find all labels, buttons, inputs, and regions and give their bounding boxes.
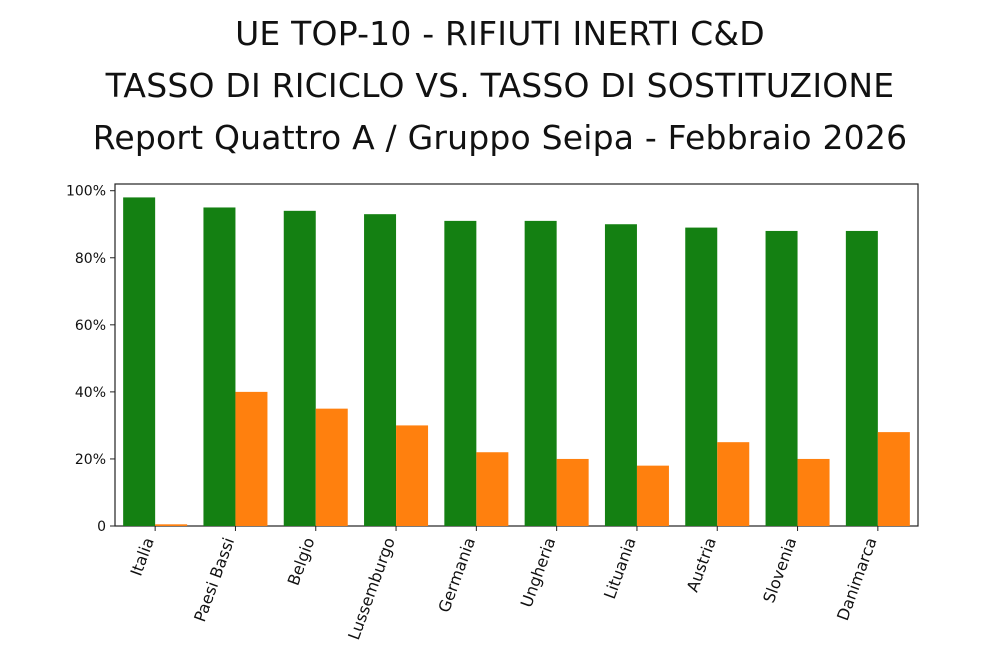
bar-series-1 xyxy=(283,210,316,526)
x-tick-label: Danimarca xyxy=(833,535,881,623)
y-tick-label: 80% xyxy=(75,251,106,267)
bar-series-1 xyxy=(123,197,156,527)
bar-series-2 xyxy=(797,458,830,526)
x-tick-label: Slovenia xyxy=(759,535,800,605)
bar-series-2 xyxy=(636,465,669,526)
x-tick-label: Lussemburgo xyxy=(344,535,399,642)
x-tick-label: Austria xyxy=(683,535,720,595)
title-line-1: UE TOP-10 - RIFIUTI INERTI C&D xyxy=(235,14,765,53)
y-tick-label: 60% xyxy=(75,318,106,334)
bar-series-2 xyxy=(877,432,910,526)
bar-series-2 xyxy=(235,391,268,526)
title-line-2: TASSO DI RICICLO VS. TASSO DI SOSTITUZIO… xyxy=(105,66,895,105)
x-tick-label: Italia xyxy=(127,535,158,579)
bar-series-2 xyxy=(155,524,188,526)
y-tick-label: 100% xyxy=(66,184,106,200)
bar-series-1 xyxy=(765,230,798,527)
x-tick-label: Ungheria xyxy=(517,535,560,610)
title-line-3: Report Quattro A / Gruppo Seipa - Febbra… xyxy=(92,118,908,157)
bar-series-1 xyxy=(364,214,397,527)
bar-series-2 xyxy=(315,408,348,526)
plot-frame xyxy=(114,183,919,527)
x-tick-label: Germania xyxy=(434,535,479,615)
bar-series-1 xyxy=(685,227,718,526)
y-tick-label: 20% xyxy=(75,452,106,468)
x-tick-label: Lituania xyxy=(600,535,640,602)
bar-series-2 xyxy=(717,442,750,526)
bar-series-2 xyxy=(396,425,429,526)
y-tick-label: 40% xyxy=(75,385,106,401)
x-tick-label: Paesi Bassi xyxy=(190,535,238,625)
bar-series-1 xyxy=(444,220,477,526)
y-tick-label: 0 xyxy=(97,519,106,535)
bar-series-1 xyxy=(203,207,236,526)
bar-series-2 xyxy=(556,458,589,526)
bar-series-1 xyxy=(845,230,878,527)
x-tick-label: Belgio xyxy=(284,535,319,588)
chart-title: UE TOP-10 - RIFIUTI INERTI C&D TASSO DI … xyxy=(0,8,1000,164)
bar-series-2 xyxy=(476,452,509,526)
bar-series-1 xyxy=(604,224,637,526)
bar-series-1 xyxy=(524,220,557,526)
